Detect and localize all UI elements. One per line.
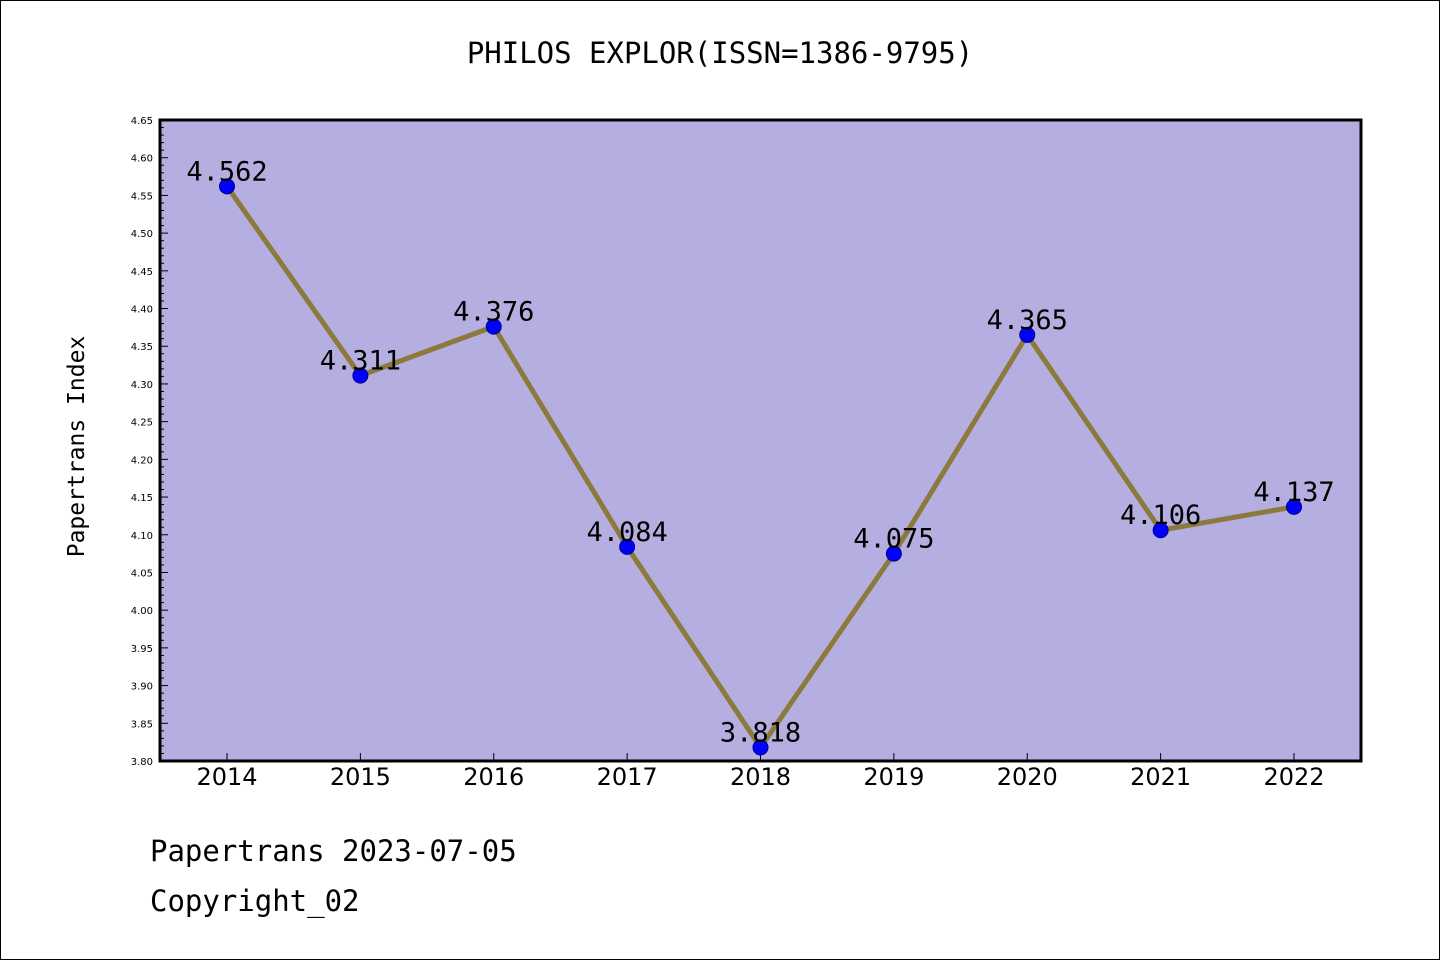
x-axis: 2014 2015 2016 2017 2018 2019 2020 2021 2022: [196, 753, 1325, 791]
data-label: 4.075: [853, 524, 934, 555]
data-point: [619, 538, 636, 555]
chart-title: PHILOS EXPLOR(ISSN=1386-9795): [466, 36, 974, 70]
data-point: [352, 367, 369, 384]
y-tick-label: 3.85: [131, 719, 153, 730]
y-tick-label: 4.40: [131, 305, 153, 316]
y-tick-label: 4.25: [131, 418, 153, 429]
y-tick-label: 4.10: [131, 531, 153, 542]
y-tick-label: 4.05: [131, 568, 153, 579]
data-point: [752, 739, 769, 756]
data-label: 4.365: [987, 305, 1068, 336]
y-tick-label: 3.95: [131, 644, 153, 655]
data-point: [1152, 522, 1169, 539]
x-tick-label: 2021: [1130, 763, 1191, 791]
x-tick-label: 2018: [730, 763, 791, 791]
x-tick-label: 2015: [330, 763, 391, 791]
y-axis: 3.80 3.85 3.90 3.95 4.00 4.05 4.10 4.15 4.20 4.25…: [131, 116, 168, 768]
data-label: 4.376: [453, 297, 534, 328]
y-tick-label: 4.00: [131, 606, 153, 617]
y-tick-label: 4.50: [131, 229, 153, 240]
data-label: 4.084: [586, 517, 667, 548]
y-tick-label: 4.15: [131, 493, 153, 504]
y-tick-label: 4.65: [131, 116, 153, 127]
x-tick-label: 2020: [997, 763, 1058, 791]
x-tick-label: 2017: [597, 763, 658, 791]
x-tick-label: 2019: [863, 763, 924, 791]
x-tick-label: 2022: [1263, 763, 1324, 791]
y-tick-label: 4.30: [131, 380, 153, 391]
series-group: 4.562 4.311 4.376 4.084 3.818 4.075 4.365 4.106…: [186, 156, 1335, 756]
y-tick-label: 4.35: [131, 342, 153, 353]
y-tick-label: 4.20: [131, 455, 153, 466]
footer-date: Papertrans 2023-07-05: [150, 834, 517, 868]
data-point: [1019, 326, 1036, 343]
plot-area: [158, 118, 1363, 763]
data-label: 4.562: [186, 156, 267, 187]
data-label: 4.106: [1120, 500, 1201, 531]
x-tick-label: 2014: [196, 763, 257, 791]
footer-copyright: Copyright_02: [150, 884, 360, 918]
y-tick-label: 4.55: [131, 191, 153, 202]
data-point: [219, 178, 235, 195]
data-point: [1286, 498, 1302, 515]
data-point: [485, 318, 502, 335]
y-tick-label: 4.60: [131, 154, 153, 165]
y-tick-label: 3.80: [131, 757, 153, 768]
data-point: [885, 545, 902, 562]
y-tick-label: 4.45: [131, 267, 153, 278]
y-tick-label: 3.90: [131, 682, 153, 693]
data-label: 4.311: [320, 346, 401, 377]
x-tick-label: 2016: [463, 763, 524, 791]
data-label: 3.818: [720, 717, 801, 748]
y-axis-label: Papertrans Index: [64, 336, 90, 558]
data-label: 4.137: [1253, 477, 1334, 508]
